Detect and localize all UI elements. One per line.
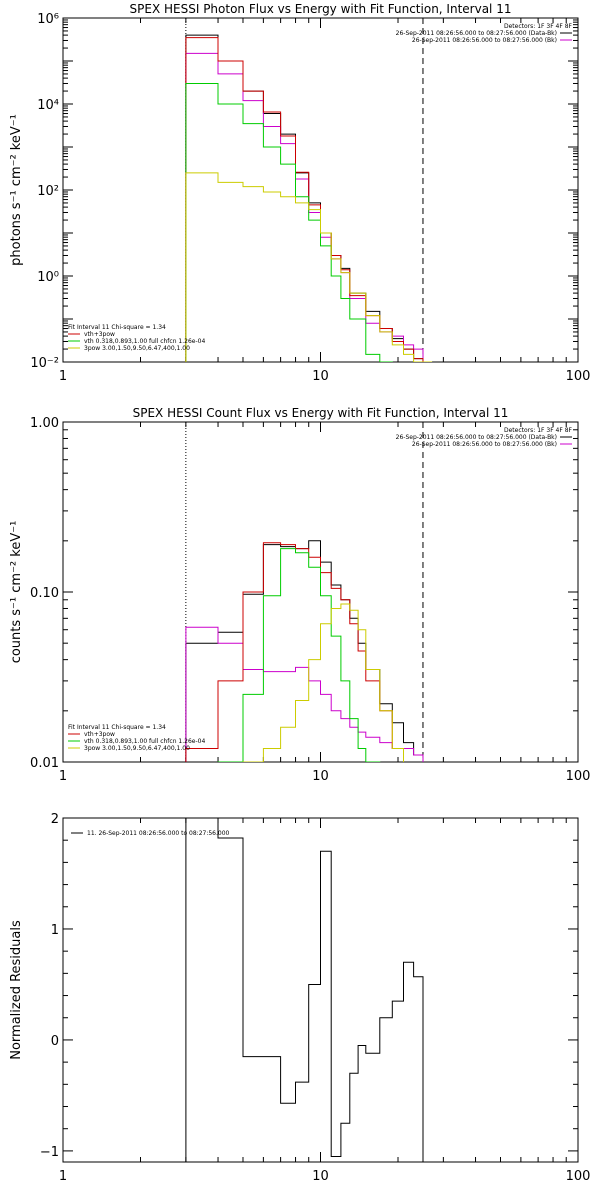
y-tick-label: 10⁴: [37, 98, 59, 113]
legend-text: 26-Sep-2011 08:26:56.000 to 08:27:56.000…: [412, 37, 557, 44]
series-group: [185, 818, 424, 1162]
plot-frame: [62, 17, 579, 363]
chart-panel-1: SPEX HESSI Photon Flux vs Energy with Fi…: [9, 2, 590, 384]
y-tick-label: 1: [51, 923, 59, 938]
series-line-5: [242, 603, 404, 762]
x-tick-label: 100: [566, 369, 591, 384]
x-tick-label: 10: [312, 769, 329, 784]
y-axis-label: counts s⁻¹ cm⁻² keV⁻¹: [9, 521, 24, 664]
legend-text: 26-Sep-2011 08:26:56.000 to 08:27:56.000…: [412, 441, 557, 448]
series-line-2: [185, 52, 424, 362]
x-tick-label: 10: [312, 369, 329, 384]
x-tick-label: 100: [566, 1169, 591, 1184]
x-tick-label: 100: [566, 769, 591, 784]
series-group: [185, 540, 424, 762]
legend-text: 3pow 3.00,1.50,9.50,6.47,400,1.00: [84, 745, 190, 752]
legend-text: vth 0.318,0.893,1.00 full chfcn 1.26e-04: [84, 738, 205, 745]
x-tick-label: 10: [312, 1169, 329, 1184]
legend-text: 26-Sep-2011 08:26:56.000 to 08:27:56.000…: [396, 434, 557, 441]
y-tick-label: 10⁶: [37, 12, 59, 27]
legend-text: 3pow 3.00,1.50,9.50,6.47,400,1.00: [84, 345, 190, 352]
legend-text: vth+3pow: [84, 731, 115, 738]
series-line-5: [185, 172, 433, 362]
chart-title: SPEX HESSI Photon Flux vs Energy with Fi…: [130, 2, 512, 16]
y-axis-label: photons s⁻¹ cm⁻² keV⁻¹: [9, 114, 24, 266]
chart-title: SPEX HESSI Count Flux vs Energy with Fit…: [133, 406, 509, 420]
x-tick-label: 1: [59, 769, 67, 784]
series-line-3: [185, 37, 424, 362]
series-line-2: [185, 626, 424, 762]
y-tick-label: 10⁻²: [30, 356, 59, 371]
legend-text: vth 0.318,0.893,1.00 full chfcn 1.26e-04: [84, 338, 205, 345]
y-tick-label: 10⁰: [37, 270, 59, 285]
y-tick-label: 0.01: [30, 756, 59, 771]
series-group: [185, 34, 433, 362]
series-line-1: [185, 540, 424, 762]
y-tick-label: −1: [40, 1145, 59, 1160]
x-tick-label: 1: [59, 1169, 67, 1184]
series-line-4: [185, 83, 393, 362]
series-line-3: [185, 542, 404, 762]
chart-panel-2: SPEX HESSI Count Flux vs Energy with Fit…: [9, 406, 590, 784]
legend-text: Fit Interval 11 Chi-square = 1.34: [68, 324, 166, 331]
chart-panel-3: 1 10 100 −1 0 1 2 Normalized Residuals 11. 26-Se…: [9, 812, 590, 1184]
legend-text: Detectors: 1F 3F 4F 8F: [504, 427, 573, 434]
legend-text: 26-Sep-2011 08:26:56.000 to 08:27:56.000…: [396, 30, 557, 37]
legend-text: vth+3pow: [84, 331, 115, 338]
y-tick-label: 0.10: [30, 586, 59, 601]
y-tick-label: 2: [51, 812, 59, 827]
legend-text: Fit Interval 11 Chi-square = 1.34: [68, 724, 166, 731]
series-line-1: [185, 818, 424, 1162]
legend-text: Detectors: 1F 3F 4F 8F: [504, 23, 573, 30]
y-tick-label: 10²: [37, 184, 59, 199]
legend-text: 11. 26-Sep-2011 08:26:56.000 to 08:27:56…: [87, 830, 230, 837]
y-tick-label: 0: [51, 1034, 59, 1049]
y-tick-label: 1.00: [30, 416, 59, 431]
series-line-4: [217, 548, 381, 762]
x-tick-label: 1: [59, 369, 67, 384]
y-axis-label: Normalized Residuals: [9, 920, 24, 1060]
series-line-1: [185, 34, 424, 362]
